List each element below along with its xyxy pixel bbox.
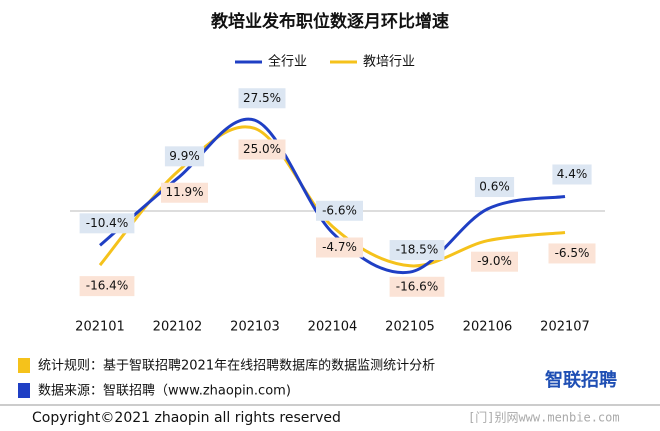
rule-icon	[18, 358, 30, 373]
value-label: -9.0%	[477, 254, 512, 268]
value-label-bg	[79, 213, 135, 234]
series-line	[99, 117, 566, 275]
value-label: -6.6%	[322, 203, 357, 217]
x-tick-label: 202107	[540, 320, 590, 335]
chart-title: 教培业发布职位数逐月环比增速	[210, 11, 449, 32]
x-tick-label: 202104	[308, 320, 358, 335]
value-label: -16.6%	[396, 279, 438, 293]
value-label-bg	[389, 276, 445, 297]
value-label: -4.7%	[322, 240, 357, 254]
x-tick-label: 202105	[385, 320, 435, 335]
logo: 智联招聘	[545, 369, 617, 391]
value-label-bg	[316, 237, 363, 258]
x-tick-label: 202102	[153, 320, 203, 335]
x-tick-label: 202103	[230, 320, 280, 335]
value-label: 27.5%	[243, 91, 281, 105]
x-tick-label: 202106	[463, 320, 513, 335]
copyright: Copyright©2021 zhaopin all rights reserv…	[32, 410, 341, 426]
value-label: -10.4%	[86, 216, 128, 230]
value-label-bg	[474, 177, 515, 198]
value-label-bg	[471, 251, 518, 272]
value-label: 0.6%	[479, 180, 510, 194]
legend-label: 教培行业	[363, 54, 415, 70]
value-label-bg	[164, 146, 205, 167]
value-label: 9.9%	[169, 149, 200, 163]
value-label-bg	[238, 139, 286, 160]
value-label-bg	[552, 164, 592, 185]
footer-rule: 统计规则：基于智联招聘2021年在线招聘数据库的数据监测统计分析	[38, 358, 435, 374]
value-label-bg	[161, 182, 208, 203]
value-label-bg	[79, 276, 135, 297]
legend-label: 全行业	[268, 54, 307, 70]
value-label: 4.4%	[557, 167, 588, 181]
value-label: 25.0%	[243, 142, 281, 156]
value-label: -18.5%	[396, 243, 438, 257]
watermark: [门]别网www.menbie.com	[468, 410, 620, 425]
value-label: -16.4%	[86, 279, 128, 293]
value-label-bg	[316, 200, 363, 221]
value-label: 11.9%	[165, 185, 203, 199]
x-tick-label: 202101	[75, 320, 125, 335]
footer-source: 数据来源：智联招聘（www.zhaopin.com)	[38, 384, 291, 399]
value-label-bg	[548, 243, 596, 264]
source-icon	[18, 383, 30, 398]
value-label: -6.5%	[555, 246, 590, 260]
value-label-bg	[389, 240, 445, 261]
value-label-bg	[238, 88, 286, 109]
